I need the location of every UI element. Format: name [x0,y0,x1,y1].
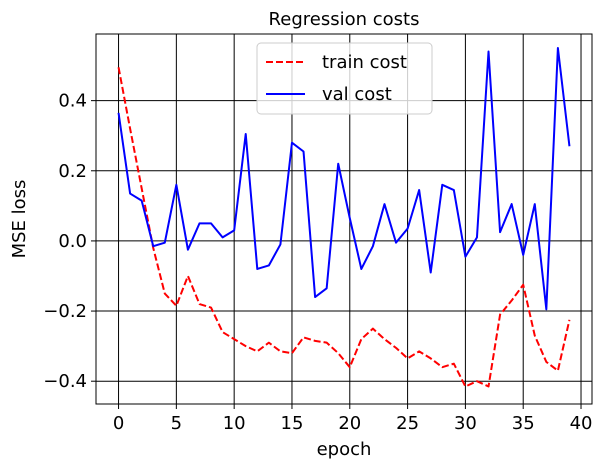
y-tick-label: 0.2 [58,161,87,182]
y-tick-label: 0.0 [58,231,87,252]
x-tick-label: 15 [281,413,304,434]
x-tick-label: 35 [512,413,535,434]
x-tick-label: 10 [223,413,246,434]
legend-val-cost-label: val cost [322,84,392,105]
legend-train-cost-label: train cost [322,52,407,73]
legend-box [256,42,433,115]
y-axis-title: MSE loss [9,180,30,259]
x-tick-label: 0 [113,413,124,434]
y-tick-label: −0.2 [43,301,87,322]
legend: train cost val cost [256,42,433,115]
series-line-val-cost [117,47,571,311]
plot-area-frame [95,33,593,405]
x-tick-label: 20 [338,413,361,434]
axis-ticks: 0 5 10 15 20 25 30 35 40 −0.4 −0.2 0.0 0.2 0.4 [43,91,592,434]
y-tick-label: −0.4 [43,371,87,392]
x-tick-label: 30 [454,413,477,434]
x-axis-title: epoch [317,439,372,460]
series-line-train-cost [117,67,571,388]
x-tick-label: 40 [570,413,593,434]
chart-title: Regression costs [269,9,420,30]
x-tick-label: 25 [396,413,419,434]
y-tick-label: 0.4 [58,91,87,112]
series-layer [117,47,571,388]
x-tick-label: 5 [171,413,182,434]
